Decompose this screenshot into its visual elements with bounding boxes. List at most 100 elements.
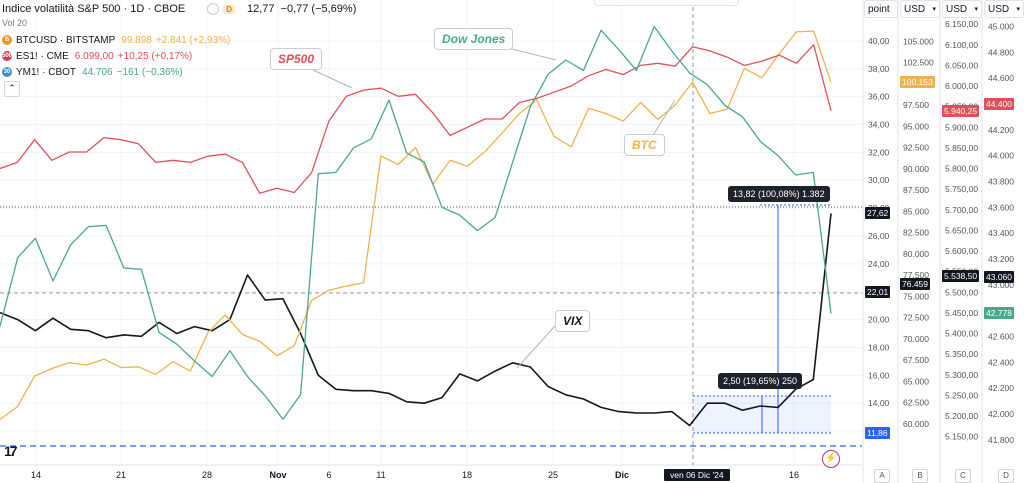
y-tick-label: 42.600: [988, 331, 1014, 341]
top-toolbar[interactable]: [594, 0, 739, 6]
y-tick-label: 18,00: [868, 342, 890, 352]
series-title-row: Indice volatilità S&P 500 · 1D · CBOE D …: [2, 2, 356, 16]
series-line-vix: [0, 213, 832, 427]
close-value: 12,77: [247, 3, 275, 15]
annotation-dow-jones[interactable]: Dow Jones: [434, 28, 514, 50]
dow-icon: 30: [2, 67, 12, 77]
y-tick-label: 44.000: [988, 151, 1014, 161]
scale-header-vix[interactable]: point: [864, 0, 898, 18]
x-tick-label: Nov: [269, 470, 286, 480]
y-tick-label: 5.850,00: [945, 143, 978, 153]
scale-unit: USD: [946, 3, 968, 15]
legend-name: ES1! · CME: [16, 50, 69, 62]
visibility-icon[interactable]: [207, 3, 220, 15]
y-tick-label: 62.500: [903, 398, 929, 408]
sp500-icon: 500: [2, 51, 13, 61]
annotation-btc[interactable]: BTC: [624, 134, 665, 156]
y-tick-label: 97.500: [903, 100, 929, 110]
annotation-leader: [651, 99, 676, 138]
x-tick-label: 25: [548, 470, 558, 480]
legend-es[interactable]: 500 ES1! · CME 6.099,00 +10,25 (+0,17%): [2, 49, 192, 63]
scale-unit: USD: [988, 3, 1010, 15]
y-tick-label: 43.400: [988, 228, 1014, 238]
y-tick-label: 42.200: [988, 383, 1014, 393]
y-tick-label: 34,00: [868, 120, 890, 130]
y-tick-label: 16,00: [868, 370, 890, 380]
y-tick-label: 26,00: [868, 231, 890, 241]
x-tick-label: 18: [462, 470, 472, 480]
column-header-c[interactable]: C: [955, 469, 971, 483]
legend-ym[interactable]: 30 YM1! · CBOT 44.706 −161 (−0,36%): [2, 65, 183, 79]
annotation-vix[interactable]: VIX: [555, 310, 591, 332]
price-tag: 76.459: [900, 277, 930, 290]
y-tick-label: 5.450,00: [945, 308, 978, 318]
y-tick-label: 6.150,00: [945, 19, 978, 29]
legend-btc[interactable]: B BTCUSD · BITSTAMP 99.898 +2.841 (+2,93…: [2, 33, 230, 47]
legend-change: +2.841 (+2,93%): [155, 34, 231, 46]
x-tick-label: 6: [326, 470, 331, 480]
price-tag: 5.538,50: [942, 270, 980, 283]
annotation-leader: [516, 325, 556, 369]
y-tick-label: 80.000: [903, 249, 929, 259]
price-tag: 5.940,25: [942, 104, 980, 117]
y-tick-label: 40,00: [868, 36, 890, 46]
price-tag: 42.778: [984, 307, 1014, 320]
x-tick-label: 16: [789, 470, 799, 480]
y-tick-label: 14,00: [868, 398, 890, 408]
y-tick-label: 95.000: [903, 121, 929, 131]
scale-unit: USD: [904, 3, 926, 15]
y-tick-label: 5.650,00: [945, 225, 978, 235]
btc-icon: B: [2, 35, 12, 45]
y-tick-label: 105.000: [903, 36, 934, 46]
y-tick-label: 38,00: [868, 64, 890, 74]
scale-unit: point: [868, 3, 890, 15]
legend-value: 44.706: [82, 66, 113, 78]
column-header-d[interactable]: D: [998, 469, 1014, 483]
series-title: Indice volatilità S&P 500 · 1D · CBOE: [2, 3, 186, 15]
y-tick-label: 90.000: [903, 164, 929, 174]
y-tick-label: 41.800: [988, 435, 1014, 445]
column-header-a[interactable]: A: [874, 469, 890, 483]
price-tag: 44.400: [984, 97, 1014, 110]
collapse-legend-button[interactable]: ⌃: [4, 81, 20, 97]
lightning-icon[interactable]: ⚡: [822, 450, 840, 468]
measure-label-large[interactable]: 13,82 (100,08%) 1.382: [728, 186, 830, 202]
scale-header-es[interactable]: USD ▾: [942, 0, 982, 18]
chevron-down-icon: ▾: [1016, 6, 1020, 13]
y-tick-label: 85.000: [903, 206, 929, 216]
legend-value: 99.898: [121, 34, 152, 46]
y-tick-label: 42.000: [988, 409, 1014, 419]
y-tick-label: 5.150,00: [945, 432, 978, 442]
column-header-b[interactable]: B: [912, 469, 928, 483]
legend-change: −161 (−0,36%): [116, 66, 183, 78]
chevron-down-icon: ▾: [974, 6, 978, 13]
volume-label[interactable]: Vol 20: [2, 18, 28, 28]
annotation-leader: [312, 69, 353, 89]
flag-badge[interactable]: D: [223, 4, 235, 14]
y-tick-label: 5.200,00: [945, 411, 978, 421]
series-line-es1: [0, 44, 832, 194]
y-tick-label: 92.500: [903, 143, 929, 153]
y-tick-label: 67.500: [903, 355, 929, 365]
y-tick-label: 32,00: [868, 147, 890, 157]
tradingview-logo-icon[interactable]: 17: [4, 443, 18, 459]
y-tick-label: 44.600: [988, 73, 1014, 83]
y-tick-label: 30,00: [868, 175, 890, 185]
y-tick-label: 5.750,00: [945, 184, 978, 194]
y-tick-label: 65.000: [903, 376, 929, 386]
y-tick-label: 70.000: [903, 334, 929, 344]
chevron-up-icon: ⌃: [8, 83, 16, 93]
x-tick-label: Dic: [615, 470, 629, 480]
y-tick-label: 5.350,00: [945, 349, 978, 359]
x-tick-label: 14: [31, 470, 41, 480]
x-tick-label: 21: [116, 470, 126, 480]
annotation-sp500[interactable]: SP500: [270, 48, 323, 70]
scale-header-btc[interactable]: USD ▾: [900, 0, 940, 18]
y-tick-label: 44.800: [988, 47, 1014, 57]
y-tick-label: 24,00: [868, 259, 890, 269]
measure-label-small[interactable]: 2,50 (19,65%) 250: [718, 373, 803, 389]
scale-header-ym[interactable]: USD ▾: [984, 0, 1024, 18]
y-tick-label: 43.000: [988, 280, 1014, 290]
x-tick-label: 28: [202, 470, 212, 480]
